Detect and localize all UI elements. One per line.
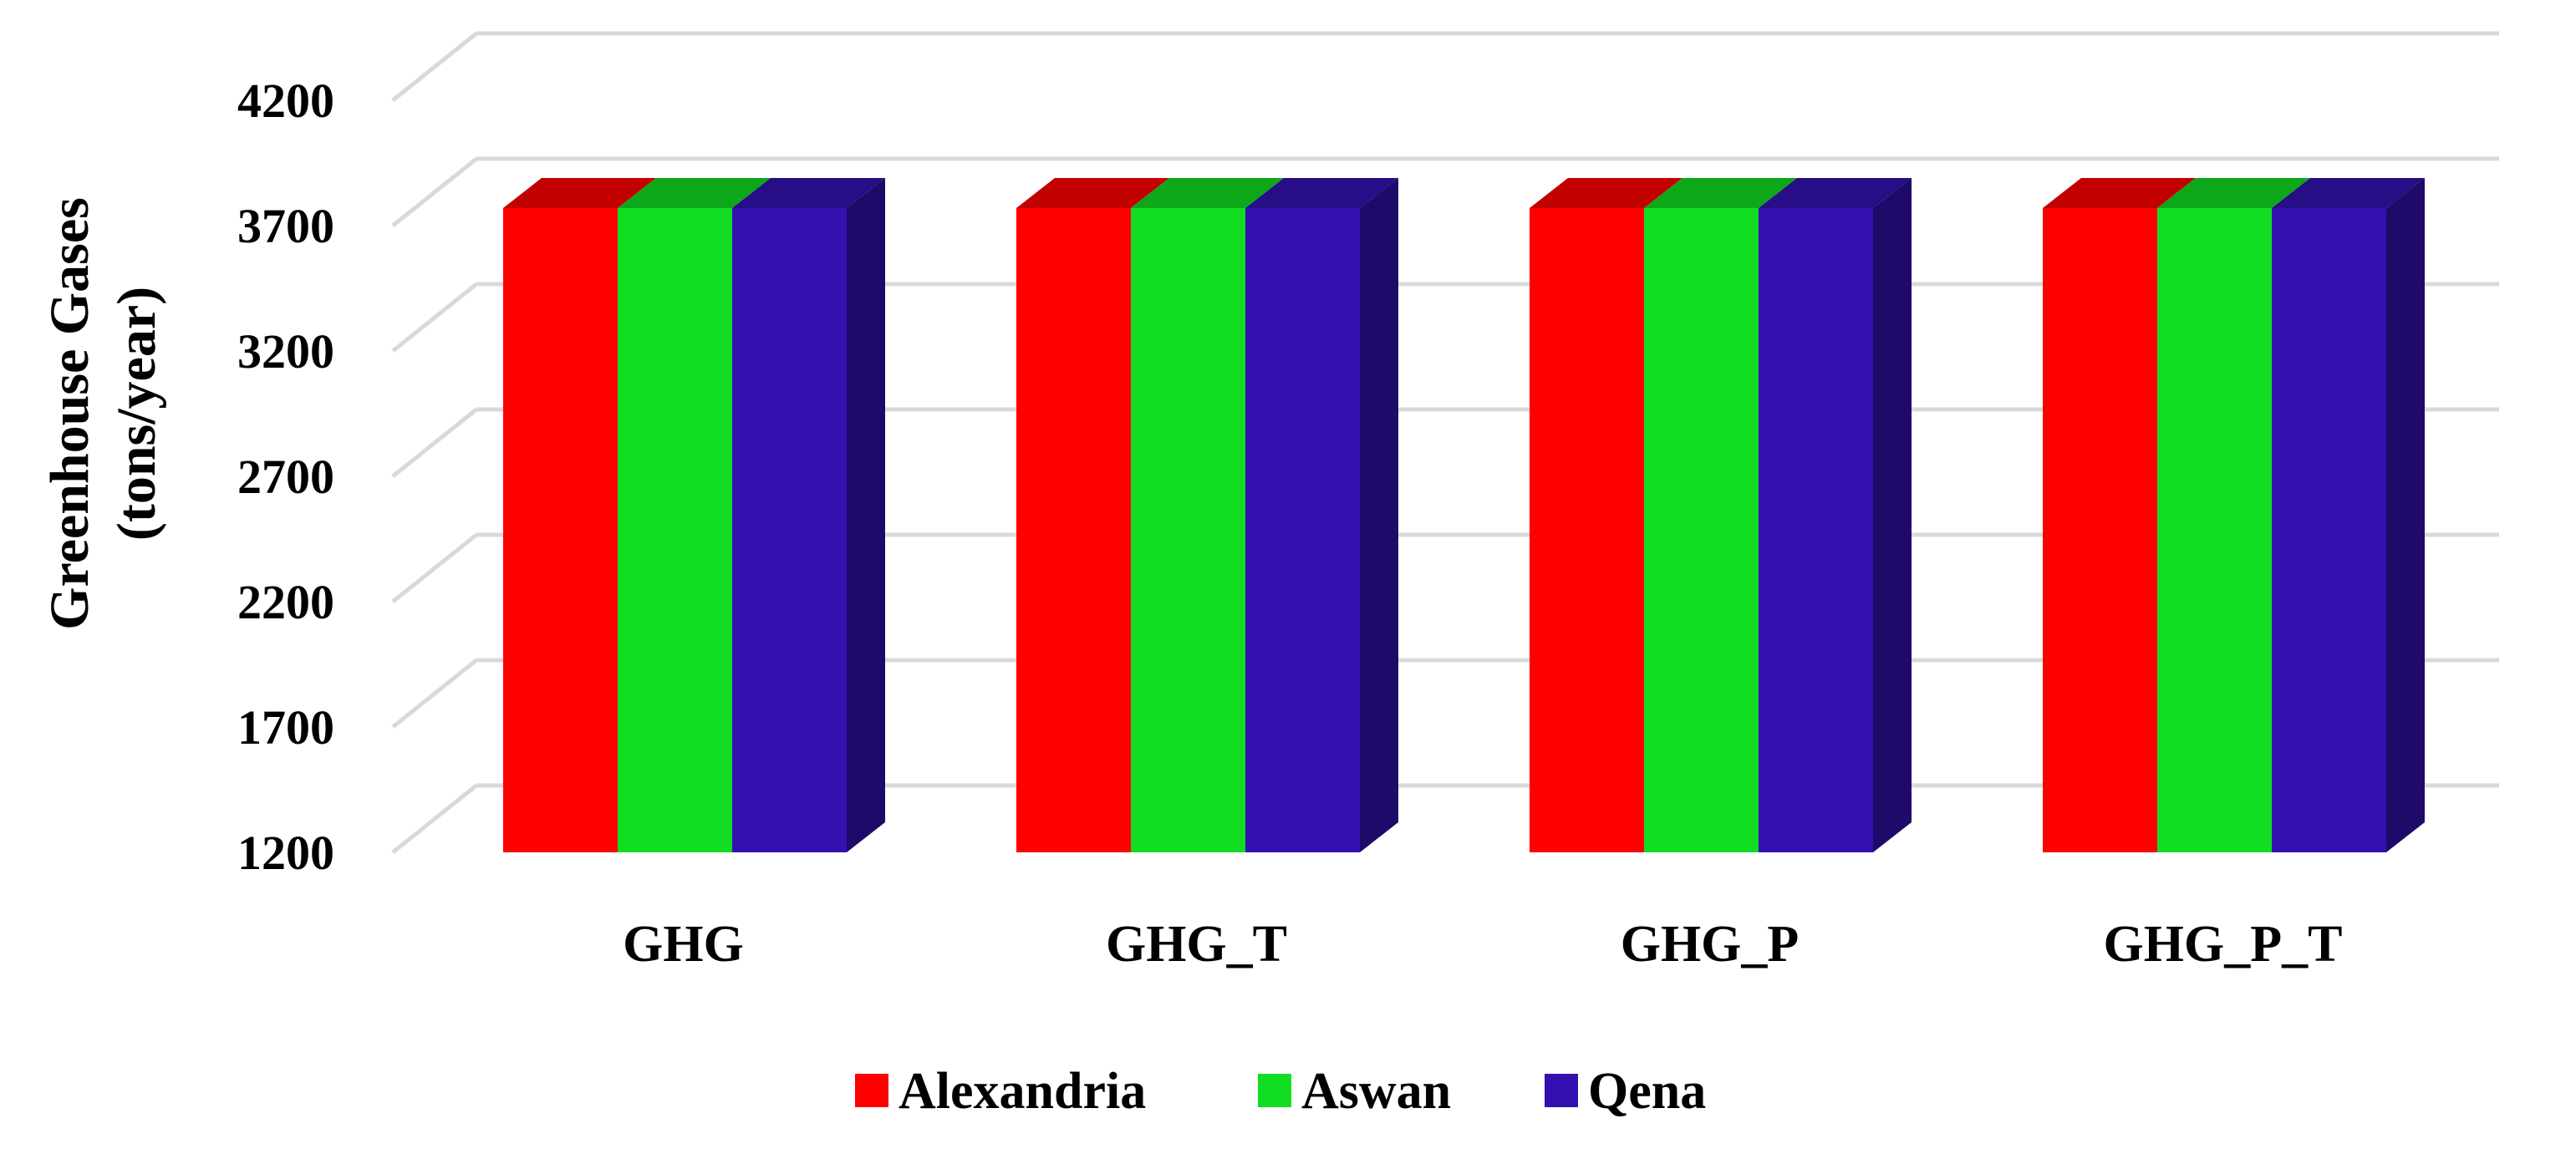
bar-qena-ghg_p_t [2272,208,2386,852]
bar-top [1644,178,1797,208]
grid-diagonal [391,533,478,603]
bar-alexandria-ghg [503,208,618,852]
bar-side [847,178,885,852]
y-tick-label: 3200 [237,324,334,379]
x-category-label: GHG_T [1106,916,1287,973]
bar-alexandria-ghg_t [1016,208,1131,852]
bar-side [1873,178,1912,852]
x-category-label: GHG_P [1621,916,1800,973]
legend-swatch-alexandria [855,1074,888,1107]
bar-side [2386,178,2425,852]
bars [503,178,2425,852]
legend-label-qena: Qena [1588,1063,1706,1120]
bar-aswan-ghg_p [1644,208,1759,852]
bar-qena-ghg_p [1759,208,1873,852]
grid-diagonal [391,784,478,854]
grid-diagonal [391,157,478,227]
bar-qena-ghg [732,208,847,852]
y-tick-label: 1700 [237,700,334,755]
bar-alexandria-ghg_p [1530,208,1644,852]
bar-aswan-ghg_p_t [2157,208,2272,852]
x-category-label: GHG [623,916,744,973]
bar-top [2157,178,2310,208]
grid-diagonal [391,282,478,353]
y-tick-label: 2700 [237,450,334,504]
bar-top [732,178,885,208]
y-tick-label: 4200 [237,74,334,128]
bar-top [503,178,656,208]
bar-top [1530,178,1683,208]
bar-top [1131,178,1284,208]
y-axis-title-line2: (tons/year) [106,287,167,541]
bar-top [618,178,771,208]
legend-label-alexandria: Alexandria [899,1063,1146,1120]
bar-top [2043,178,2196,208]
legend-swatch-aswan [1258,1074,1291,1107]
category-labels: GHG GHG_T GHG_P GHG_P_T [623,916,2342,973]
legend: Alexandria Aswan Qena [855,1063,1706,1120]
y-axis-title-line1: Greenhouse Gases [39,197,100,630]
bar-qena-ghg_t [1245,208,1360,852]
bar-top [1759,178,1912,208]
y-tick-label: 1200 [237,826,334,880]
grid-diagonal [391,32,478,102]
x-category-label: GHG_P_T [2104,916,2343,973]
bar-top [1016,178,1169,208]
bar-top [2272,178,2425,208]
y-tick-label: 2200 [237,575,334,629]
y-tick-label: 3700 [237,199,334,253]
bar-top [1245,178,1398,208]
bar-aswan-ghg_t [1131,208,1245,852]
grid-diagonal [391,658,478,729]
y-axis-ticks: 1200 1700 2200 2700 3200 3700 4200 [237,74,334,880]
legend-label-aswan: Aswan [1301,1063,1451,1120]
grid-diagonal [391,408,478,478]
bar-side [1360,178,1398,852]
legend-swatch-qena [1545,1074,1578,1107]
bar-aswan-ghg [618,208,732,852]
bar-alexandria-ghg_p_t [2043,208,2157,852]
